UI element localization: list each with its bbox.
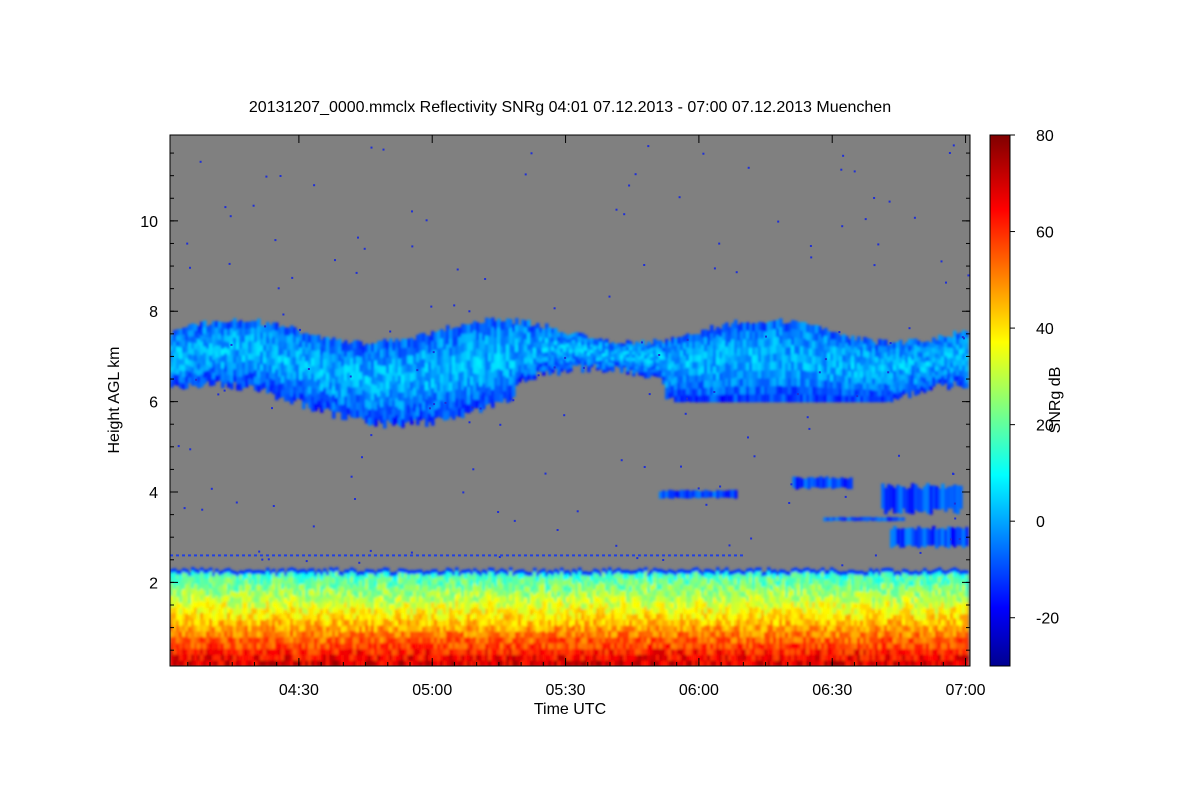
- x-axis: 04:30 05:00 05:30 06:00 06:30 07:00: [187, 135, 986, 699]
- colorbar-tick-label-1: 0: [1036, 514, 1045, 531]
- colorbar-tick-label-2: 20: [1036, 418, 1054, 435]
- colorbar-tick-label-4: 60: [1036, 225, 1054, 242]
- x-axis-title: Time UTC: [534, 701, 606, 718]
- plot-frame: [169, 134, 971, 667]
- layer-upper-cloud: [170, 317, 969, 429]
- x-tick-label-4: 06:30: [812, 682, 852, 699]
- x-tick-label-3: 06:00: [679, 682, 719, 699]
- colorbar-axis: -20 0 20 40 60 80: [1010, 128, 1059, 628]
- x-tick-label-0: 04:30: [279, 682, 319, 699]
- y-tick-label-2: 6: [149, 395, 158, 412]
- x-tick-label-5: 07:00: [946, 682, 986, 699]
- y-axis: 2 4 6 8 10: [140, 152, 970, 651]
- layer-mid-level-cloud-fragments: [658, 476, 969, 549]
- y-tick-label-4: 10: [140, 214, 158, 231]
- reflectivity-field: [170, 144, 970, 666]
- colorbar: [989, 134, 1011, 667]
- field-texture: [170, 317, 969, 666]
- colorbar-title: SNRg dB: [1047, 367, 1064, 434]
- x-tick-label-2: 05:30: [546, 682, 586, 699]
- x-tick-label-1: 05:00: [412, 682, 452, 699]
- speckle-noise: [170, 144, 970, 567]
- y-axis-title: Height AGL km: [106, 346, 123, 453]
- y-tick-label-0: 2: [149, 575, 158, 592]
- colorbar-tick-label-5: 80: [1036, 128, 1054, 145]
- colorbar-tick-label-3: 40: [1036, 321, 1054, 338]
- y-tick-label-1: 4: [149, 485, 158, 502]
- layer-boundary-layer: [170, 567, 969, 666]
- chart-title: 20131207_0000.mmclx Reflectivity SNRg 04…: [248, 99, 892, 116]
- colorbar-tick-label-0: -20: [1036, 611, 1059, 628]
- y-tick-label-3: 8: [149, 304, 158, 321]
